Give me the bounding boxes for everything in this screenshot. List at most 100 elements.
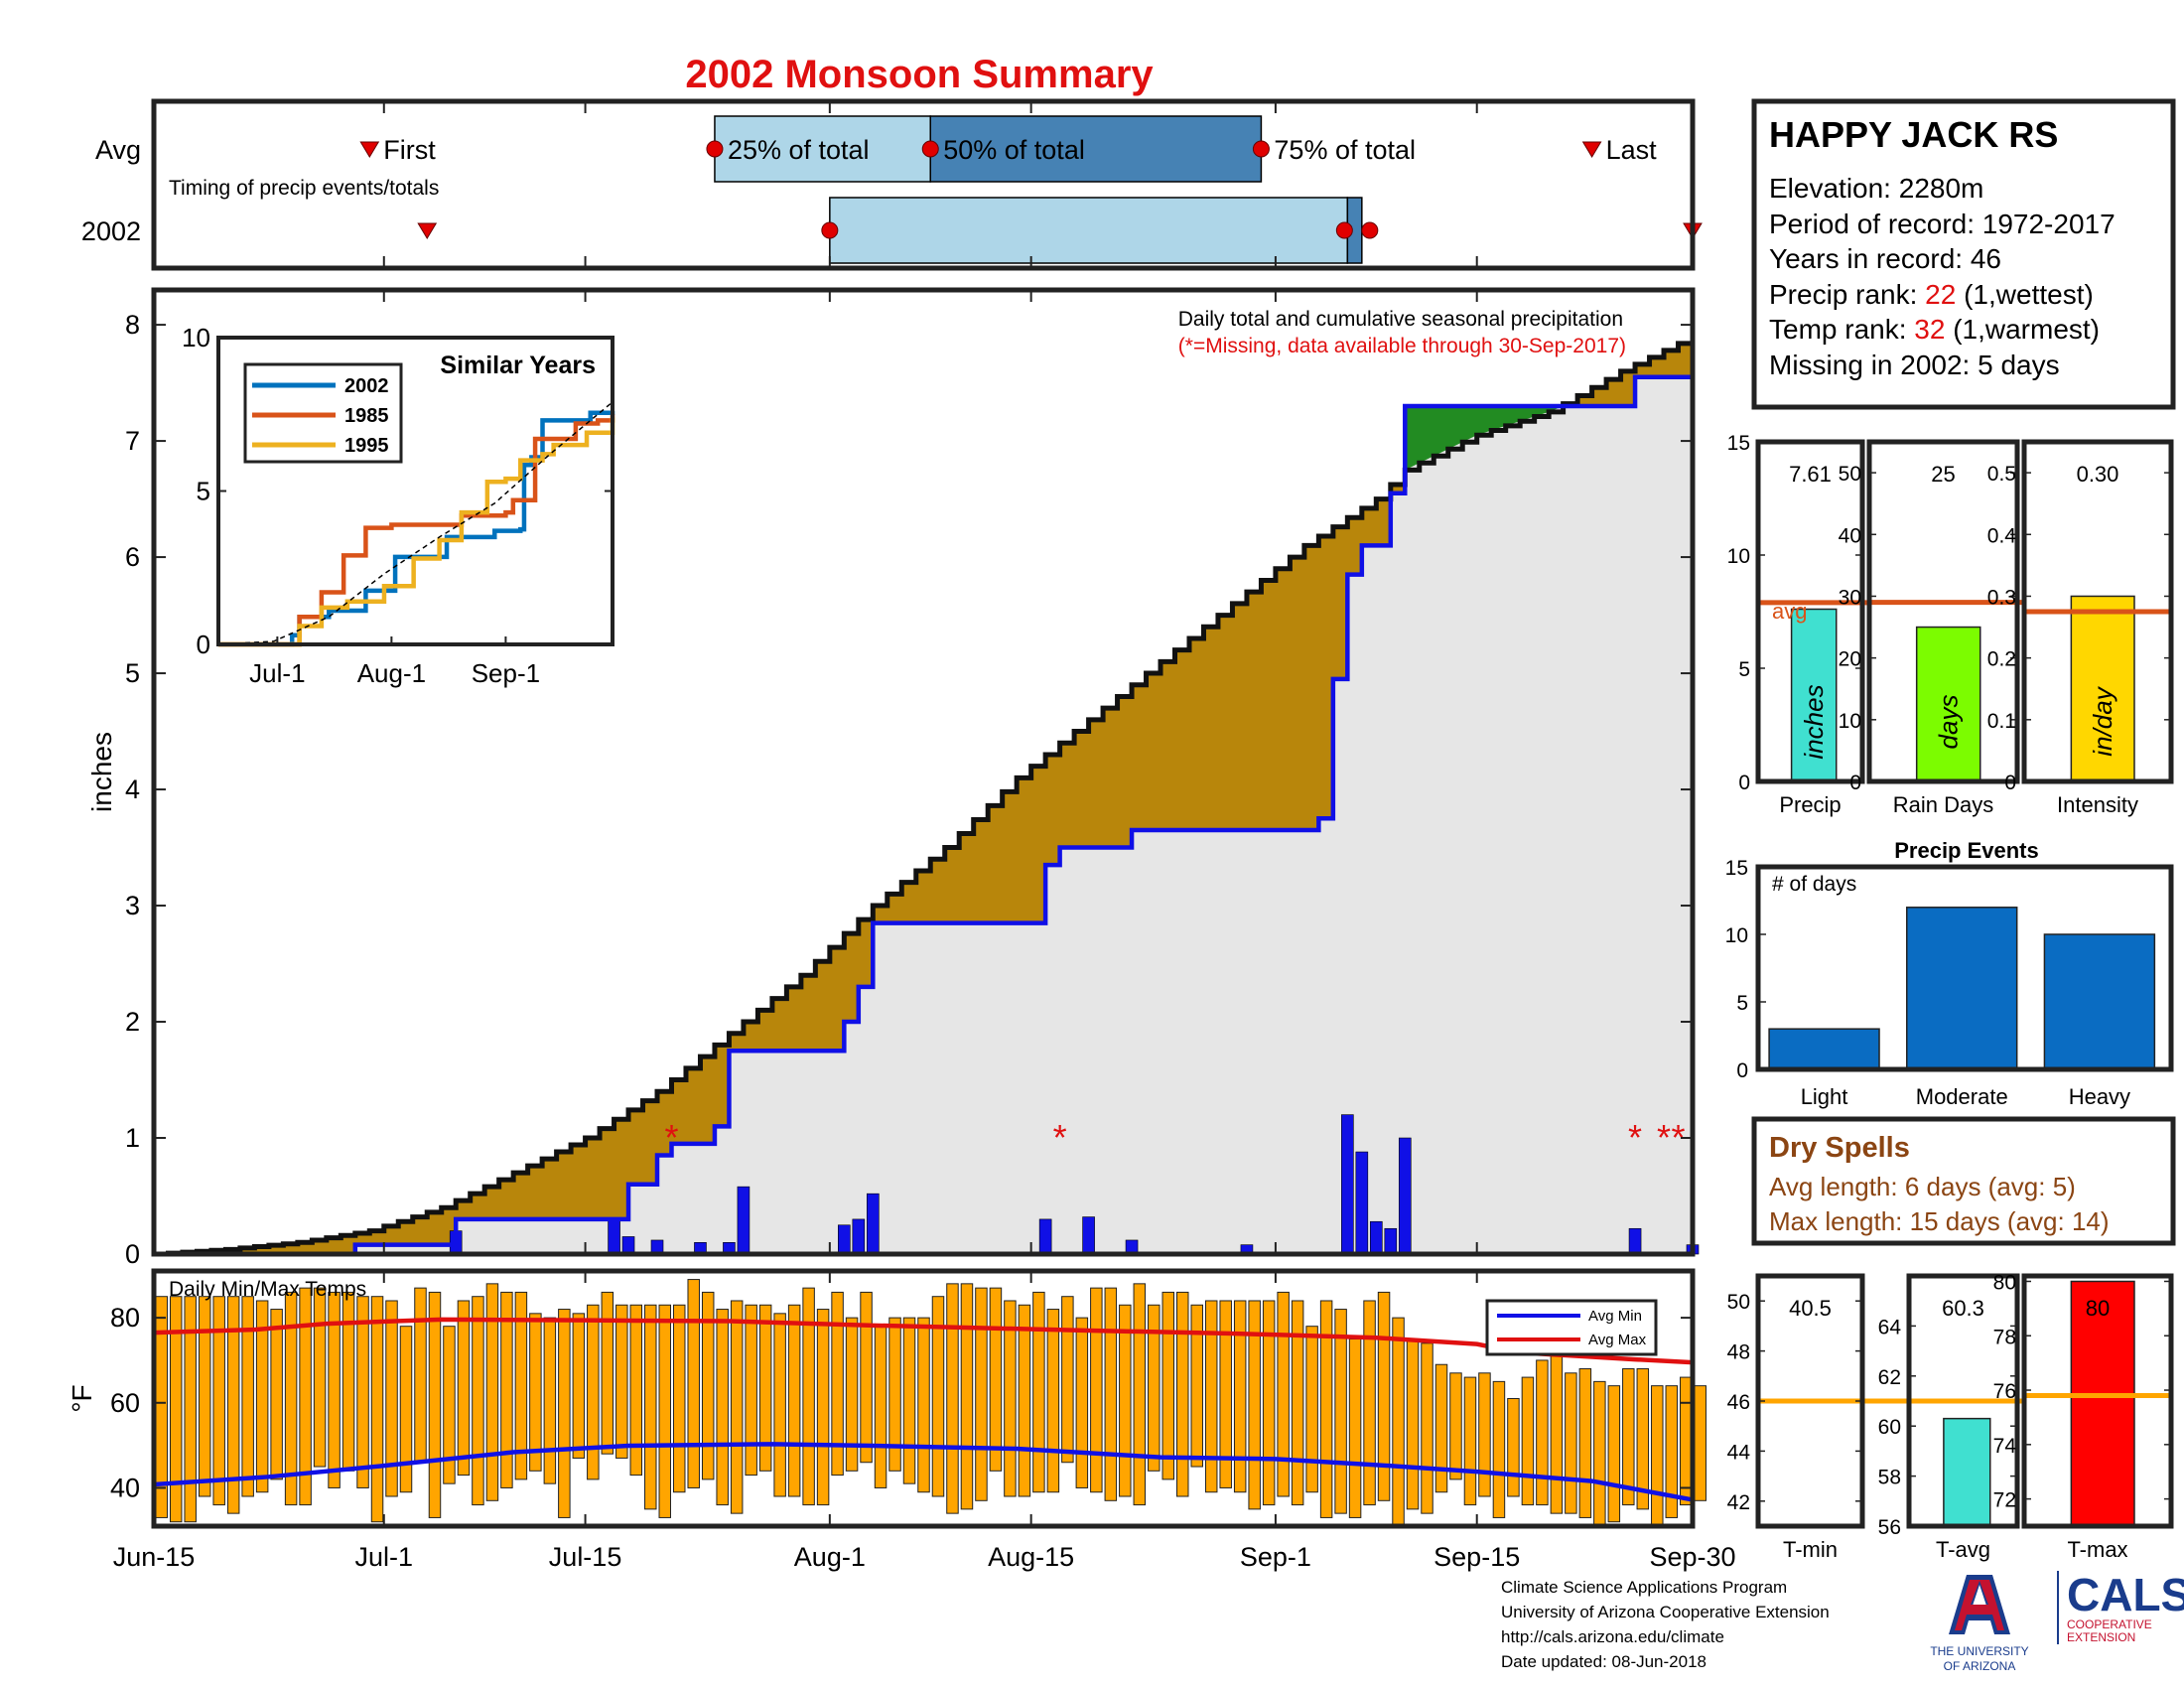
panel-y-tick-label: 0.2 [1987,648,2016,671]
temp-rank-part: (1,warmest) [1945,314,2100,345]
t_max-bar [2070,1280,2135,1527]
daily-temp-bar [1406,1338,1420,1510]
y-tick-label: 8 [125,310,140,340]
daily-precip-bar [1384,1227,1398,1255]
precip-rank-part: (1,wettest) [1956,279,2093,310]
y-tick-label: 7 [125,426,140,456]
daily-temp-bar [1651,1385,1664,1527]
daily-temp-bar [975,1287,988,1501]
panel-y-tick-label: 10 [1727,545,1750,568]
daily-temp-bar [989,1287,1003,1472]
dry-spells-max: Max length: 15 days (avg: 14) [1769,1206,2110,1236]
panel-y-tick-label: 0.3 [1987,586,2016,609]
events-bar [1768,1028,1880,1070]
daily-temp-bar [443,1326,456,1484]
events-y-tick-label: 10 [1725,924,1748,947]
timing-row-label: 2002 [81,216,141,246]
panel-y-tick-label: 60 [1878,1416,1901,1439]
inset-x-tick-label: Jul-1 [249,658,305,688]
daily-temp-bar [1622,1368,1635,1506]
missing-data-marker: * [1657,1117,1671,1158]
missing-note: (*=Missing, data available through 30-Se… [1178,335,1626,357]
panel-y-tick-label: 40 [1839,524,1861,547]
y-tick-label: 1 [125,1123,140,1153]
daily-temp-bar [500,1291,513,1488]
daily-precip-bar [1082,1216,1095,1255]
daily-temp-bar [1694,1385,1706,1501]
daily-precip-bar [866,1193,880,1255]
panel-y-tick-label: 10 [1839,710,1861,733]
t_avg-label: T-avg [1936,1537,1990,1562]
footer-line[interactable]: http://cals.arizona.edu/climate [1501,1627,1724,1646]
daily-temp-bar [587,1304,600,1480]
daily-precip-bar [1370,1220,1383,1255]
precip_total-bar [1790,608,1838,782]
daily-temp-bar [1334,1309,1347,1514]
missing-data-marker: * [1053,1117,1067,1158]
y-tick-label: 5 [125,658,140,688]
daily-temp-bar [931,1296,945,1497]
daily-temp-bar [1104,1287,1118,1501]
daily-temp-bar [1133,1283,1147,1506]
daily-temp-bar [615,1304,628,1459]
precip_total-unit-label: inches [1799,684,1829,759]
panel-y-tick-label: 74 [1993,1435,2017,1458]
t_avg-bar [1943,1417,1991,1527]
daily-temp-bar [1176,1291,1189,1497]
temps-legend [1485,1299,1658,1356]
daily-temp-bar [946,1283,959,1514]
daily-temp-bar [902,1317,916,1484]
timing-2002-q25-q50-box [829,197,1349,264]
y-tick-label: 3 [125,891,140,920]
university-of-arizona-logo[interactable]: THE UNIVERSITY OF ARIZONA [1906,1571,2053,1673]
y2002-cumulative-area [154,369,1693,1254]
station-info-box: HAPPY JACK RS Elevation: 2280m Period of r… [1751,98,2176,410]
x-tick-label: Aug-15 [988,1542,1074,1572]
events-category-label: Heavy [2069,1084,2130,1109]
precip_total-value: 7.61 [1789,462,1832,487]
daily-temp-bar [701,1291,715,1480]
panel-y-tick-label: 64 [1878,1316,1902,1338]
daily-temp-bar [831,1291,844,1477]
legend-label: 1995 [344,435,389,457]
events-bar [1906,907,2018,1070]
daily-temp-bar [328,1291,341,1488]
daily-temp-bar [1305,1326,1318,1493]
daily-temp-bar [1392,1317,1405,1527]
daily-temp-bar [485,1283,499,1501]
t_avg-frame [1906,1273,2020,1529]
avg-cumulative-line [154,336,1696,1257]
timing-avg-q25-q50-box [714,115,931,183]
panel-y-tick-label: 80 [1993,1271,2016,1294]
cals-logo[interactable]: CALS COOPERATIVE EXTENSION [2057,1571,2184,1644]
x-tick-label: Sep-1 [1240,1542,1311,1572]
events-category-label: Light [1801,1084,1848,1109]
footer-date: Date updated: 08-Jun-2018 [1501,1652,1706,1671]
precip-rank-part: Precip rank: [1769,279,1925,310]
daily-precip-bar [1628,1227,1642,1255]
timing-avg-q50-q75-box [929,115,1263,183]
daily-temp-bar [226,1296,240,1514]
daily-temp-bar [758,1304,772,1472]
chart-subtitle: Daily total and cumulative seasonal prec… [1178,308,1623,331]
daily-temp-bar [414,1287,427,1464]
daily-precip-bar [1038,1218,1052,1255]
inset-y-tick-label: 0 [197,630,210,659]
timing-2002-q50-marker [1335,221,1353,239]
t_min-panel: 40.5 42 44 46 48 50 T-min [1727,1273,1916,1562]
daily-temp-bar [1521,1376,1535,1506]
daily-temp-bar [1636,1368,1650,1510]
timing-avg-q75-marker [1252,140,1270,158]
intensity-bar [2070,595,2135,782]
daily-temps-chart: 40 60 80 °F Daily Min/Max Temps Avg Min Avg Ma… [67,1268,1706,1529]
precip-rank-part: 22 [1925,279,1956,310]
x-tick-label: Sep-30 [1649,1542,1735,1572]
daily-temp-bar [1248,1300,1261,1510]
avg-label: avg [1772,599,1807,624]
daily-temp-bar [917,1317,930,1493]
daily-temp-bar [255,1300,269,1493]
rain_days-panel: 25 days 0 10 20 30 40 50 Rain Days [1839,439,2065,817]
panel-y-tick-label: 62 [1878,1366,1901,1389]
daily-temp-bar [816,1309,830,1506]
